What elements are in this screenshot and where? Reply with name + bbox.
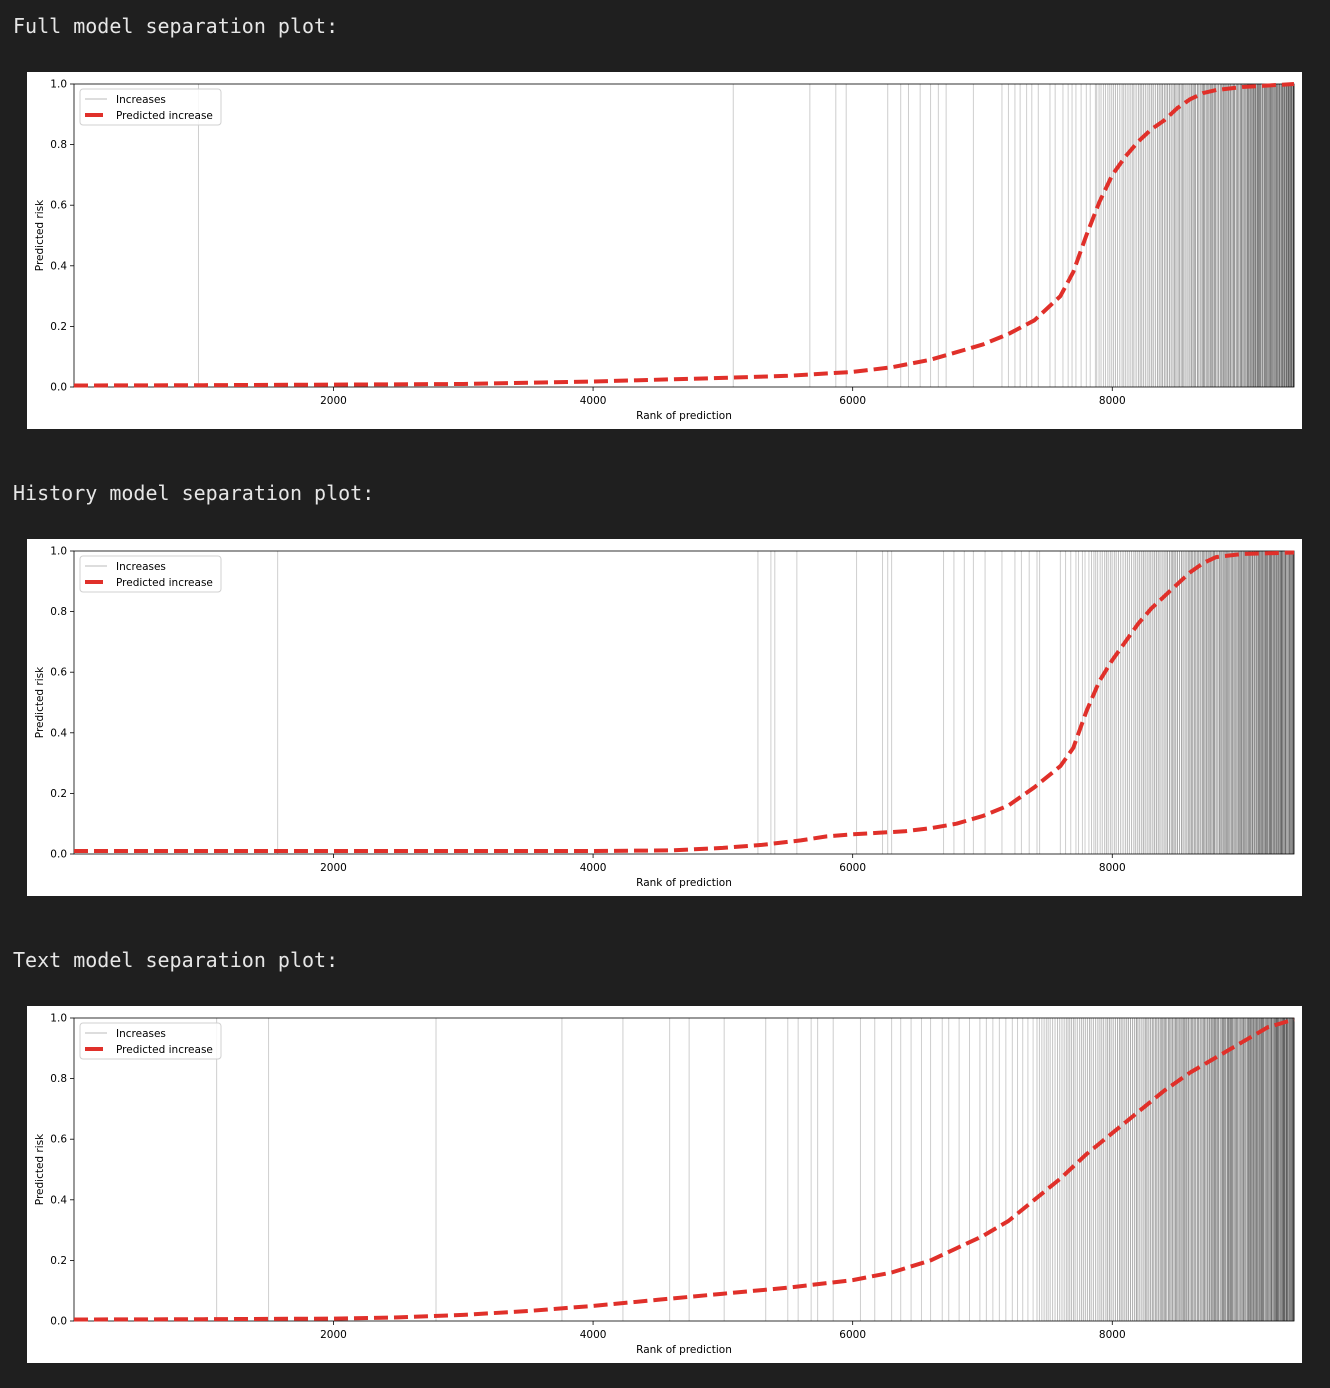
- x-tick-label: 4000: [580, 862, 607, 874]
- y-tick-label: 0.2: [50, 1255, 67, 1267]
- legend-label-increases: Increases: [116, 94, 166, 106]
- legend-label-increases: Increases: [116, 561, 166, 573]
- y-tick-label: 0.8: [50, 606, 67, 618]
- y-tick-label: 0.2: [50, 321, 67, 333]
- y-tick-label: 0.6: [50, 667, 67, 679]
- y-tick-label: 0.0: [50, 1316, 67, 1328]
- x-tick-label: 8000: [1099, 862, 1126, 874]
- x-tick-label: 2000: [320, 395, 347, 407]
- axes-frame: [73, 83, 1295, 388]
- legend-label-predicted: Predicted increase: [116, 110, 213, 122]
- y-axis-label: Predicted risk: [34, 666, 46, 738]
- y-tick-label: 0.4: [50, 1194, 67, 1206]
- section-heading: Text model separation plot:: [13, 948, 339, 972]
- x-tick-label: 8000: [1099, 395, 1126, 407]
- x-tick-label: 2000: [320, 862, 347, 874]
- axes-frame: [73, 1017, 1295, 1322]
- y-axis-label: Predicted risk: [34, 1133, 46, 1205]
- legend-label-increases: Increases: [116, 1028, 166, 1040]
- legend-label-predicted: Predicted increase: [116, 577, 213, 589]
- y-tick-label: 0.4: [50, 260, 67, 272]
- legend-label-predicted: Predicted increase: [116, 1044, 213, 1056]
- full-model-separation-plot: 0.0 0.2 0.4 0.6 0.8 1.0 2000 4000 6000 8000 Rank o…: [27, 72, 1302, 429]
- x-axis-label: Rank of prediction: [636, 877, 732, 889]
- x-tick-label: 6000: [839, 862, 866, 874]
- legend-box: [79, 555, 222, 593]
- legend-box: [79, 1022, 222, 1060]
- x-tick-label: 4000: [580, 1329, 607, 1341]
- text-model-separation-plot: 0.0 0.2 0.4 0.6 0.8 1.0 2000 4000 6000 8000 Rank o…: [27, 1006, 1302, 1363]
- x-tick-label: 8000: [1099, 1329, 1126, 1341]
- x-axis-label: Rank of prediction: [636, 410, 732, 422]
- y-tick-label: 0.8: [50, 139, 67, 151]
- chart-svg: 0.0 0.2 0.4 0.6 0.8 1.0 2000 4000 6000 8000 Rank o…: [34, 546, 1295, 889]
- chart-svg: 0.0 0.2 0.4 0.6 0.8 1.0 2000 4000 6000 8000 Rank o…: [34, 79, 1295, 422]
- axes-frame: [73, 550, 1295, 855]
- y-tick-label: 0.0: [50, 382, 67, 394]
- predicted-increase-line: [74, 550, 1295, 853]
- x-tick-label: 4000: [580, 395, 607, 407]
- y-tick-label: 0.4: [50, 727, 67, 739]
- increases-lines: [277, 551, 1294, 854]
- y-axis-label: Predicted risk: [34, 199, 46, 271]
- y-tick-label: 0.2: [50, 788, 67, 800]
- predicted-increase-line: [73, 82, 1295, 388]
- legend-box: [79, 88, 222, 126]
- y-tick-label: 0.6: [50, 200, 67, 212]
- y-tick-label: 0.0: [50, 849, 67, 861]
- y-tick-label: 1.0: [50, 79, 67, 91]
- history-model-separation-plot: 0.0 0.2 0.4 0.6 0.8 1.0 2000 4000 6000 8000 Rank o…: [27, 539, 1302, 896]
- increases-lines: [216, 1018, 1295, 1321]
- legend: Increases Predicted increase: [79, 88, 222, 126]
- chart-svg: 0.0 0.2 0.4 0.6 0.8 1.0 2000 4000 6000 8000 Rank o…: [34, 1013, 1295, 1356]
- y-tick-label: 0.8: [50, 1073, 67, 1085]
- section-heading: History model separation plot:: [13, 481, 375, 505]
- x-tick-label: 6000: [839, 395, 866, 407]
- x-tick-label: 6000: [839, 1329, 866, 1341]
- y-tick-label: 1.0: [50, 1013, 67, 1025]
- section-heading: Full model separation plot:: [13, 14, 339, 38]
- x-axis-label: Rank of prediction: [636, 1344, 732, 1356]
- legend: Increases Predicted increase: [79, 555, 222, 593]
- y-tick-label: 1.0: [50, 546, 67, 558]
- increases-lines: [197, 84, 1295, 387]
- y-tick-label: 0.6: [50, 1134, 67, 1146]
- predicted-increase-line: [73, 1017, 1295, 1322]
- legend: Increases Predicted increase: [79, 1022, 222, 1060]
- x-tick-label: 2000: [320, 1329, 347, 1341]
